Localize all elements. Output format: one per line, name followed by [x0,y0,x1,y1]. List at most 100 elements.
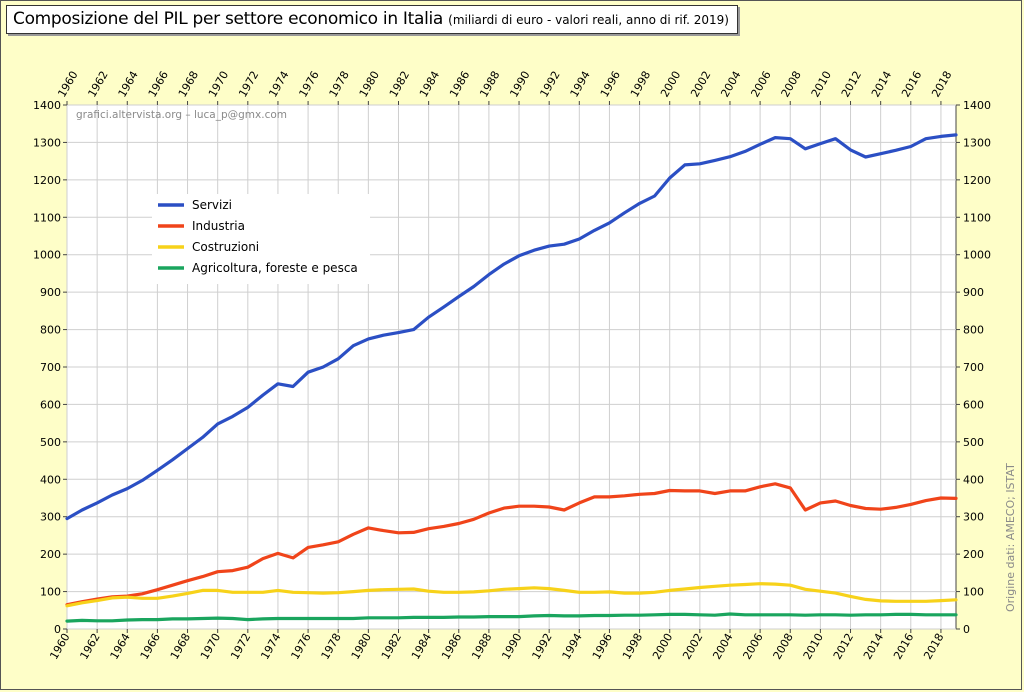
y-tick-label-right: 1100 [963,211,991,224]
x-tick-label-top: 2008 [779,69,804,100]
x-tick-label-top: 2006 [748,69,773,100]
y-tick-label-right: 0 [963,623,970,636]
y-tick-label-left: 600 [40,398,61,411]
x-tick-label-bottom: 2016 [891,631,916,662]
series-line [65,582,958,608]
x-tick-label-bottom: 2002 [680,631,705,662]
x-tick-label-bottom: 2012 [831,631,856,662]
y-tick-label-right: 600 [963,398,984,411]
x-tick-label-top: 1986 [447,69,472,100]
x-tick-label-top: 2002 [688,69,713,100]
legend-label: Agricoltura, foreste e pesca [192,261,358,275]
x-tick-label-top: 1962 [85,69,110,100]
x-tick-label-bottom: 1986 [439,631,464,662]
x-tick-label-top: 1968 [176,69,201,100]
x-tick-label-top: 1992 [538,69,563,100]
x-tick-label-top: 2018 [929,69,954,100]
x-tick-label-top: 1964 [116,69,141,100]
y-tick-label-right: 400 [963,473,984,486]
y-tick-label-left: 500 [40,436,61,449]
x-tick-label-bottom: 1964 [108,631,133,662]
y-tick-label-left: 700 [40,361,61,374]
x-tick-label-bottom: 1984 [409,631,434,662]
y-tick-label-left: 1000 [33,249,61,262]
series-line [65,133,958,521]
x-tick-label-bottom: 1982 [379,631,404,662]
y-tick-label-left: 1200 [33,174,61,187]
x-tick-label-top: 1976 [296,69,321,100]
x-tick-label-bottom: 1966 [138,631,163,662]
y-tick-label-right: 900 [963,286,984,299]
x-tick-label-bottom: 1988 [469,631,494,662]
x-tick-label-bottom: 1976 [288,631,313,662]
x-tick-label-bottom: 1970 [198,631,223,662]
y-tick-label-left: 0 [54,623,61,636]
x-tick-label-top: 1972 [236,69,261,100]
x-tick-label-top: 1988 [477,69,502,100]
x-tick-label-bottom: 1972 [228,631,253,662]
y-tick-label-left: 400 [40,473,61,486]
series-group [65,133,958,623]
x-tick-label-top: 2000 [658,69,683,100]
series-line [65,612,958,623]
y-tick-label-right: 1300 [963,136,991,149]
x-tick-label-bottom: 1968 [168,631,193,662]
x-tick-label-top: 2012 [839,69,864,100]
x-tick-label-bottom: 2006 [740,631,765,662]
y-tick-label-left: 1100 [33,211,61,224]
x-tick-label-top: 2014 [869,69,894,100]
x-tick-label-bottom: 2008 [771,631,796,662]
legend-label: Industria [192,219,245,233]
chart-subtitle: (miliardi di euro - valori reali, anno d… [448,13,729,27]
x-tick-label-bottom: 1998 [620,631,645,662]
legend-label: Costruzioni [192,240,259,254]
x-tick-label-bottom: 1960 [47,631,72,662]
y-tick-label-left: 100 [40,586,61,599]
x-tick-label-top: 1994 [568,69,593,100]
x-tick-label-top: 1998 [628,69,653,100]
y-tick-label-left: 900 [40,286,61,299]
x-tick-label-top: 1970 [206,69,231,100]
y-tick-label-right: 700 [963,361,984,374]
y-tick-label-left: 200 [40,548,61,561]
x-tick-label-top: 1974 [266,69,291,100]
chart-title: Composizione del PIL per settore economi… [13,9,444,29]
y-tick-label-right: 300 [963,511,984,524]
y-tick-label-left: 800 [40,324,61,337]
x-tick-label-bottom: 1990 [499,631,524,662]
x-tick-label-top: 1978 [327,69,352,100]
source-note: Origine dati: AMECO; ISTAT [1004,463,1017,612]
x-tick-label-bottom: 2004 [710,631,735,662]
x-tick-label-bottom: 1962 [77,631,102,662]
x-tick-label-bottom: 1996 [590,631,615,662]
y-tick-label-right: 500 [963,436,984,449]
x-tick-label-bottom: 1978 [319,631,344,662]
x-tick-label-top: 1996 [598,69,623,100]
watermark: grafici.altervista.org – luca_p@gmx.com [76,109,287,121]
x-tick-label-top: 1990 [507,69,532,100]
x-tick-label-bottom: 2000 [650,631,675,662]
x-tick-label-top: 1966 [146,69,171,100]
x-tick-label-top: 1984 [417,69,442,100]
legend: Servizi Industria Costruzioni Agricoltura, … [152,194,370,284]
y-tick-label-right: 1000 [963,249,991,262]
y-tick-label-right: 1400 [963,99,991,112]
y-tick-label-right: 800 [963,324,984,337]
x-tick-label-top: 2010 [809,69,834,100]
x-tick-label-bottom: 2010 [801,631,826,662]
x-tick-label-bottom: 2014 [861,631,886,662]
title-box: Composizione del PIL per settore economi… [6,5,738,34]
legend-label: Servizi [192,198,232,212]
x-tick-label-bottom: 1992 [530,631,555,662]
x-tick-label-top: 1980 [357,69,382,100]
legend-box [152,194,370,284]
y-tick-label-right: 100 [963,586,984,599]
x-tick-label-top: 2004 [718,69,743,100]
y-tick-label-right: 1200 [963,174,991,187]
x-tick-label-top: 2016 [899,69,924,100]
y-tick-label-left: 300 [40,511,61,524]
x-tick-label-top: 1982 [387,69,412,100]
x-tick-label-bottom: 1994 [560,631,585,662]
